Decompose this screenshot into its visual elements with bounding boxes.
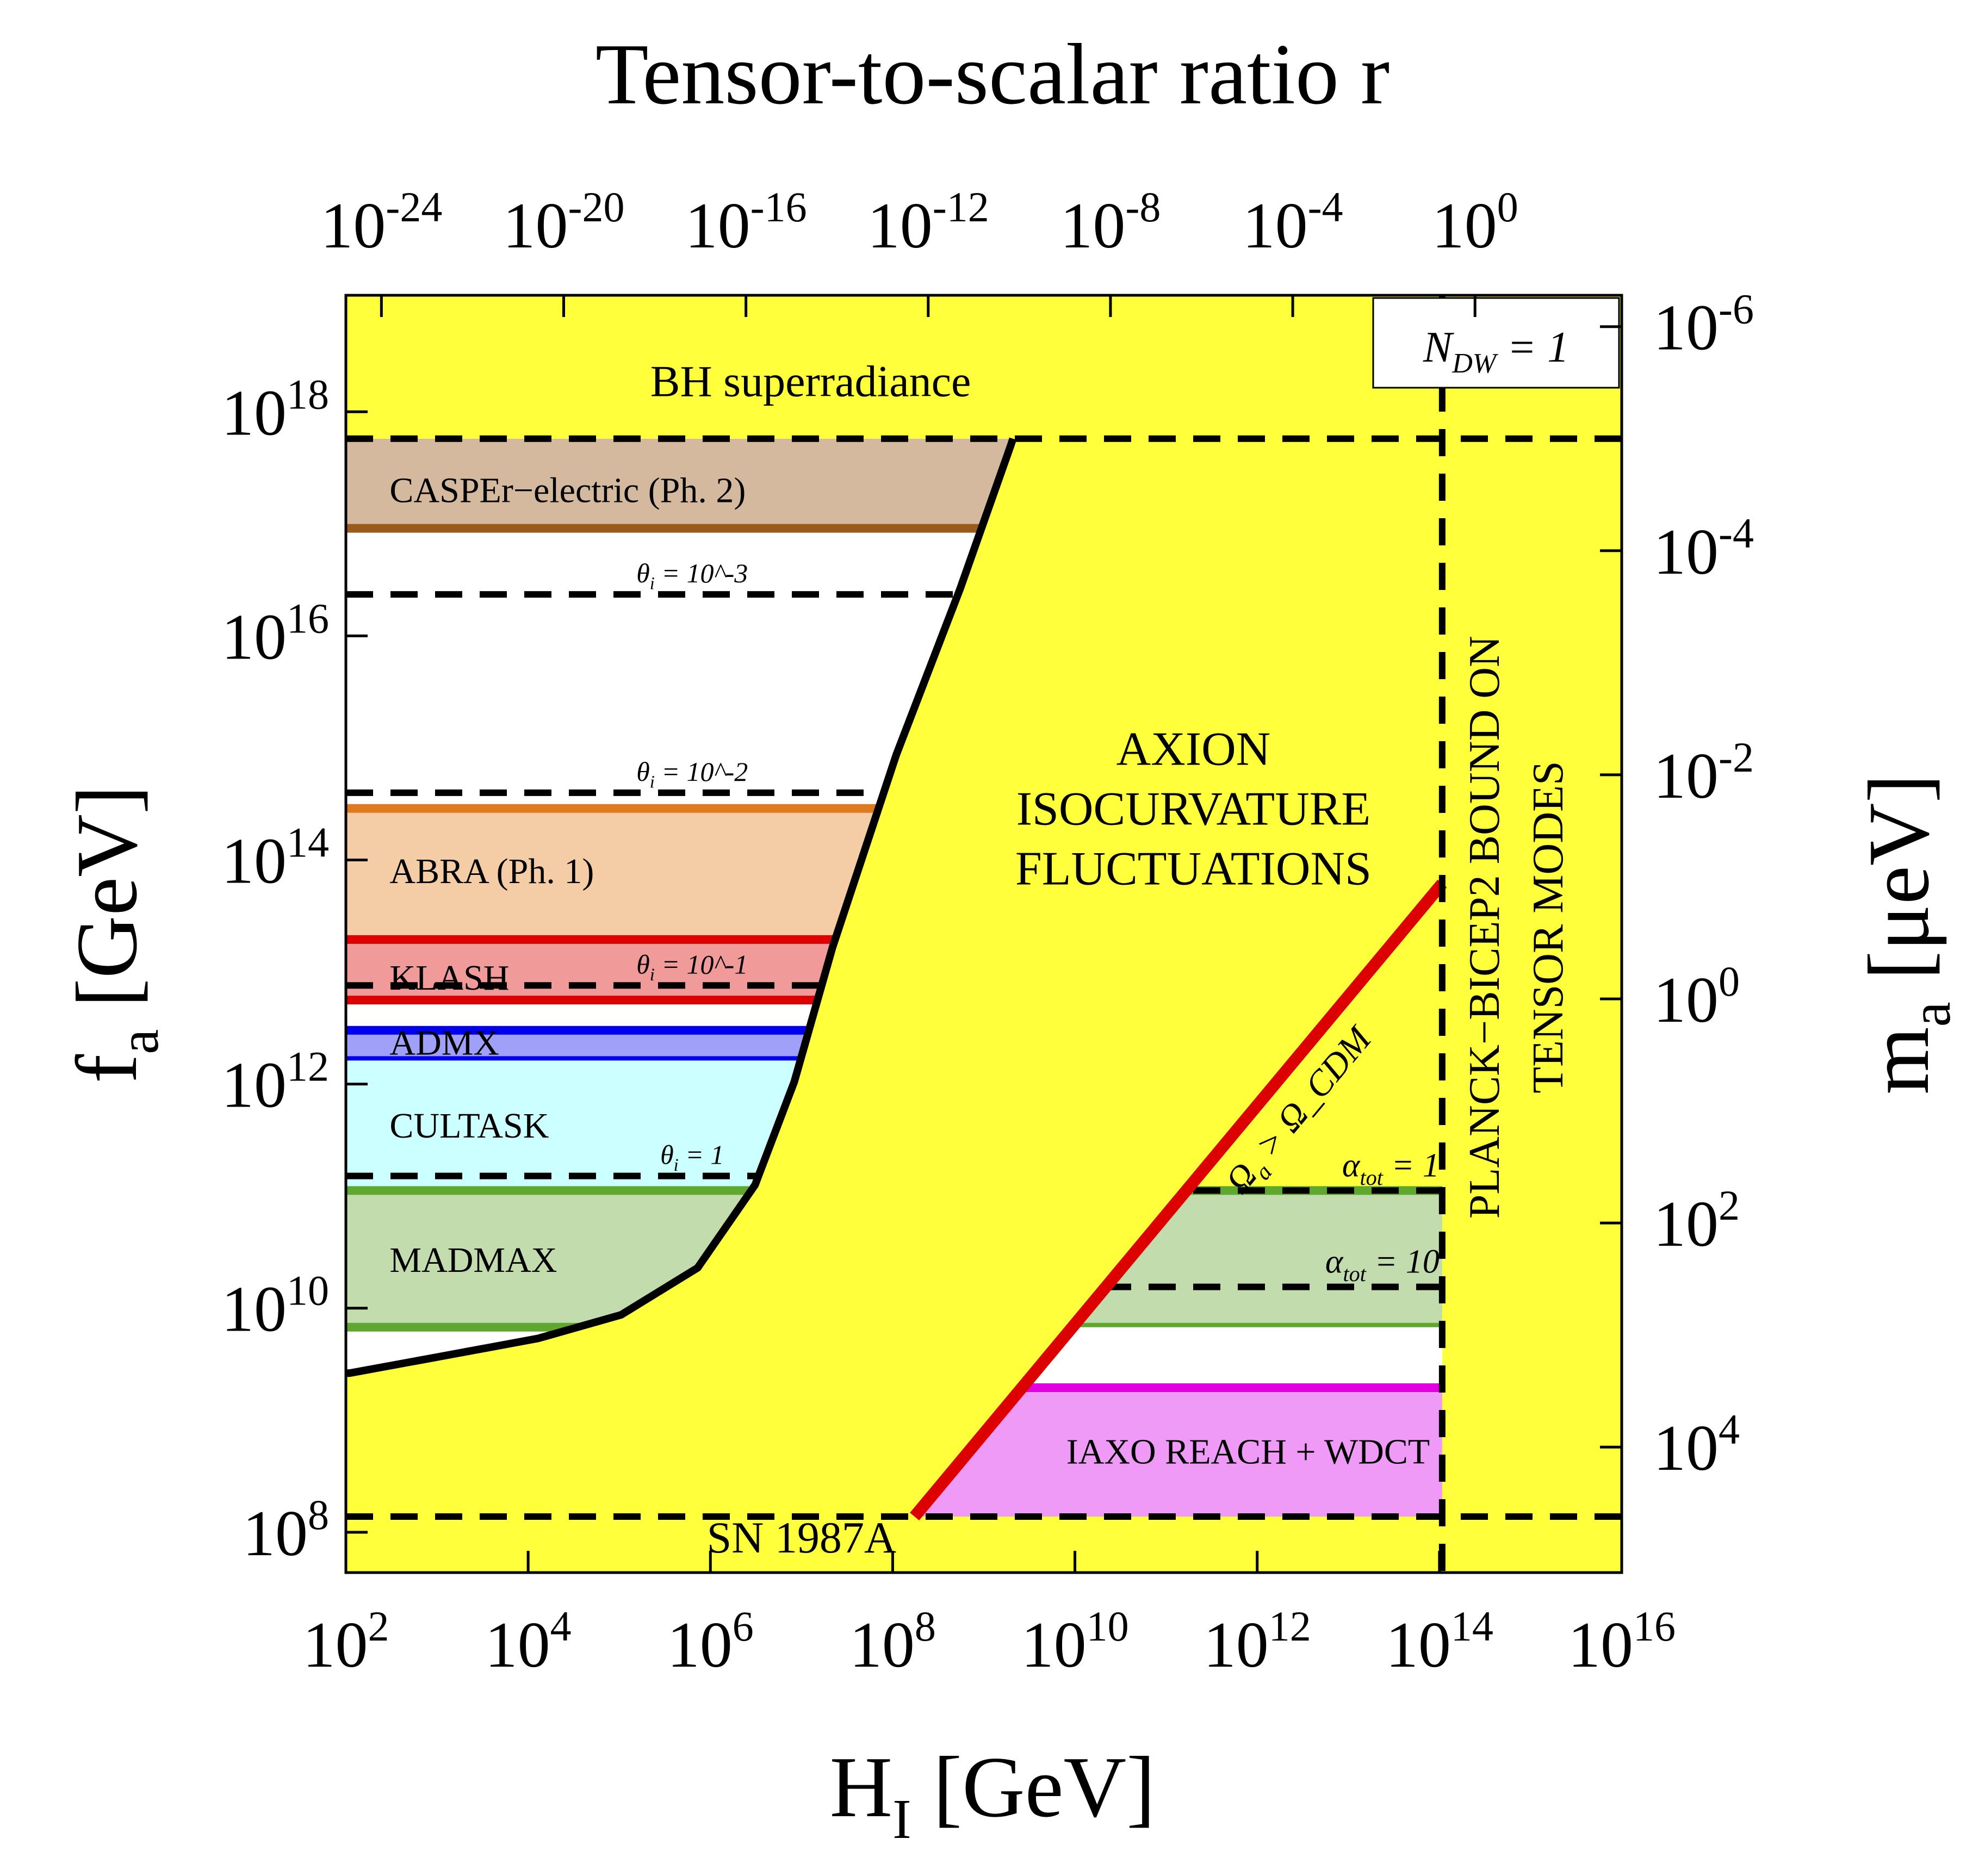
top-tick-label: 10-4 (1243, 183, 1343, 262)
ndw-label-box (1372, 297, 1620, 389)
band-label: CASPEr−electric (Ph. 2) (389, 471, 746, 511)
x-tick-label: 1012 (1204, 1602, 1311, 1681)
band-label: ADMX (389, 1023, 499, 1063)
bh-superradiance-label: BH superradiance (650, 356, 971, 406)
band-casper-electric-ph-2- (346, 438, 1013, 529)
top-tick-label: 100 (1432, 183, 1518, 262)
isocurvature-label-line: FLUCTUATIONS (1015, 842, 1372, 895)
y2-axis-label: ma [μeV] (1850, 774, 1962, 1095)
alpha-label: αtot = 1 (1342, 1147, 1440, 1190)
dm-overproduction-line (910, 879, 1447, 1521)
y-axis-label: fa [GeV] (58, 785, 170, 1083)
x-tick-label: 102 (303, 1602, 389, 1681)
right-tick-label: 100 (1653, 958, 1740, 1036)
theta-label: θi = 10^-1 (636, 949, 748, 985)
planck-bicep2-label: PLANCK−BICEP2 BOUND ON (1461, 636, 1509, 1219)
ndw-label: NDW = 1 (1423, 324, 1569, 379)
theta-label: θi = 10^-3 (636, 558, 748, 594)
plot-area (346, 295, 1622, 1573)
chart-title: Tensor-to-scalar ratio r (596, 26, 1390, 122)
x-tick-label: 108 (849, 1602, 936, 1681)
top-tick-label: 10-12 (867, 183, 989, 262)
right-tick-label: 102 (1653, 1182, 1740, 1260)
y-tick-label: 1012 (221, 1043, 329, 1121)
x-tick-label: 1016 (1568, 1602, 1676, 1681)
band-label: ABRA (Ph. 1) (389, 852, 594, 891)
y-tick-label: 1016 (221, 594, 329, 673)
sn1987a-label: SN 1987A (707, 1513, 897, 1562)
right-tick-label: 10-6 (1653, 285, 1754, 364)
alpha-label: αtot = 10 (1325, 1244, 1440, 1287)
theta-label: θi = 10^-2 (636, 756, 748, 792)
axes: 102 104 106 108 1010 1012 1014 1016 108 1010 1012 1… (58, 183, 1962, 1850)
plot-frame (344, 294, 1623, 1574)
x-tick-label: 106 (667, 1602, 754, 1681)
right-tick-label: 104 (1653, 1406, 1740, 1484)
top-tick-label: 10-20 (503, 183, 625, 262)
right-tick-label: 10-4 (1653, 510, 1754, 588)
isocurvature-label-line: AXION (1116, 723, 1271, 775)
planck-bicep2-label: TENSOR MODES (1524, 761, 1572, 1094)
isocurvature-label-line: ISOCURVATURE (1016, 782, 1370, 835)
band-label: MADMAX (389, 1240, 557, 1280)
isocurvature-boundary-curve (346, 437, 1017, 1377)
iaxo-label: IAXO REACH + WDCT (1066, 1432, 1430, 1471)
y-tick-label: 1014 (221, 819, 329, 897)
y-tick-label: 1010 (221, 1267, 329, 1345)
band-label: KLASH (389, 958, 509, 998)
right-tick-label: 10-2 (1653, 734, 1754, 812)
band-label: CULTASK (389, 1106, 549, 1146)
x-tick-label: 1014 (1386, 1602, 1493, 1681)
top-tick-label: 10-24 (320, 183, 442, 262)
x-axis-label: HI [GeV] (830, 1738, 1156, 1850)
top-tick-label: 10-8 (1060, 183, 1161, 262)
y-tick-label: 1018 (221, 370, 329, 449)
y-tick-label: 108 (243, 1491, 329, 1569)
theta-label: θi = 1 (660, 1140, 724, 1176)
top-tick-label: 10-16 (685, 183, 807, 262)
x-tick-label: 1010 (1021, 1602, 1129, 1681)
x-tick-label: 104 (485, 1602, 572, 1681)
